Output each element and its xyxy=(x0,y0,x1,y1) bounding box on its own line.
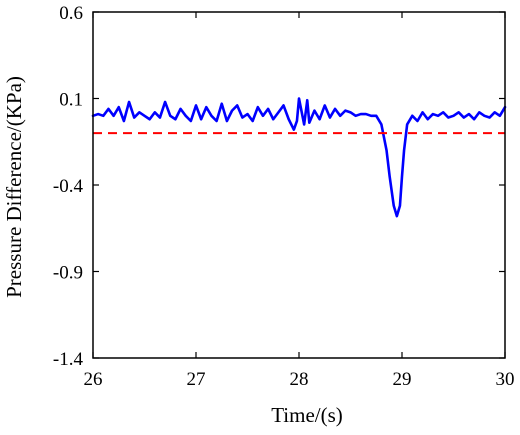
y-tick-label: -0.9 xyxy=(53,263,83,284)
x-tick-label: 28 xyxy=(290,369,309,390)
x-tick-label: 26 xyxy=(84,369,103,390)
y-tick-label: 0.1 xyxy=(59,90,83,111)
y-tick-label: -1.4 xyxy=(53,349,84,370)
plot-frame xyxy=(92,11,506,359)
x-tick-label: 30 xyxy=(496,369,515,390)
y-tick-label: -0.4 xyxy=(53,176,84,197)
x-axis-label: Time/(s) xyxy=(271,403,343,427)
y-axis-label: Pressure Difference/(KPa) xyxy=(2,76,26,298)
plot-area: 26 27 28 29 30 0.6 0.1 -0.4 -0.9 -1.4 xyxy=(53,3,515,390)
y-tick-label: 0.6 xyxy=(59,3,83,24)
x-tick-label: 29 xyxy=(393,369,412,390)
x-tick-label: 27 xyxy=(187,369,206,390)
pressure-series-line xyxy=(91,97,507,218)
